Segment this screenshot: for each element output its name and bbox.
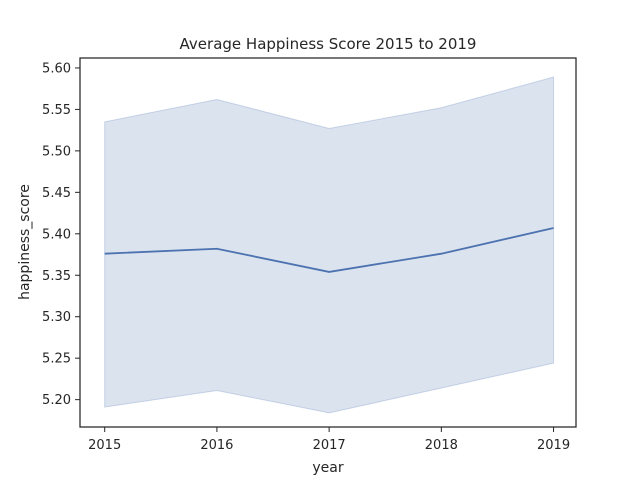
x-axis: 2015 2016 2017 2018 2019 [88,427,570,453]
x-tick-label: 2017 [313,438,346,453]
confidence-band [104,76,555,414]
y-axis: 5.20 5.25 5.30 5.35 5.40 5.45 5.50 5.55 5.60 [42,61,80,408]
y-tick-label: 5.30 [42,310,71,325]
y-tick-label: 5.20 [42,393,71,408]
plot-frame [79,57,577,428]
x-tick-label: 2018 [425,438,458,453]
chart-title: Average Happiness Score 2015 to 2019 [180,35,477,53]
y-tick-label: 5.25 [42,352,71,367]
series-line [104,227,554,273]
y-tick-label: 5.50 [42,144,71,159]
plot-area [104,76,555,414]
x-tick-label: 2016 [200,438,233,453]
y-tick-label: 5.60 [42,61,71,76]
x-tick-label: 2015 [88,438,121,453]
y-tick-label: 5.45 [42,186,71,201]
y-tick-label: 5.35 [42,269,71,284]
x-axis-label: year [312,460,343,476]
y-tick-label: 5.55 [42,103,71,118]
y-axis-label: happiness_score [17,184,33,300]
x-tick-label: 2019 [537,438,570,453]
y-tick-label: 5.40 [42,227,71,242]
